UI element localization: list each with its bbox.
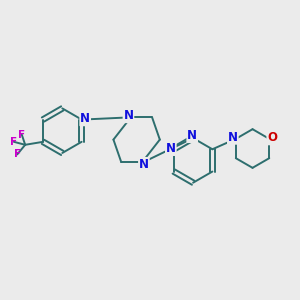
Text: F: F [10, 137, 17, 147]
Text: F: F [18, 130, 26, 140]
Text: O: O [267, 131, 277, 145]
Text: N: N [166, 142, 176, 155]
Text: N: N [228, 131, 238, 144]
Text: N: N [139, 158, 149, 171]
Text: N: N [80, 112, 90, 125]
Text: N: N [124, 109, 134, 122]
Text: N: N [187, 129, 197, 142]
Text: F: F [14, 149, 21, 159]
